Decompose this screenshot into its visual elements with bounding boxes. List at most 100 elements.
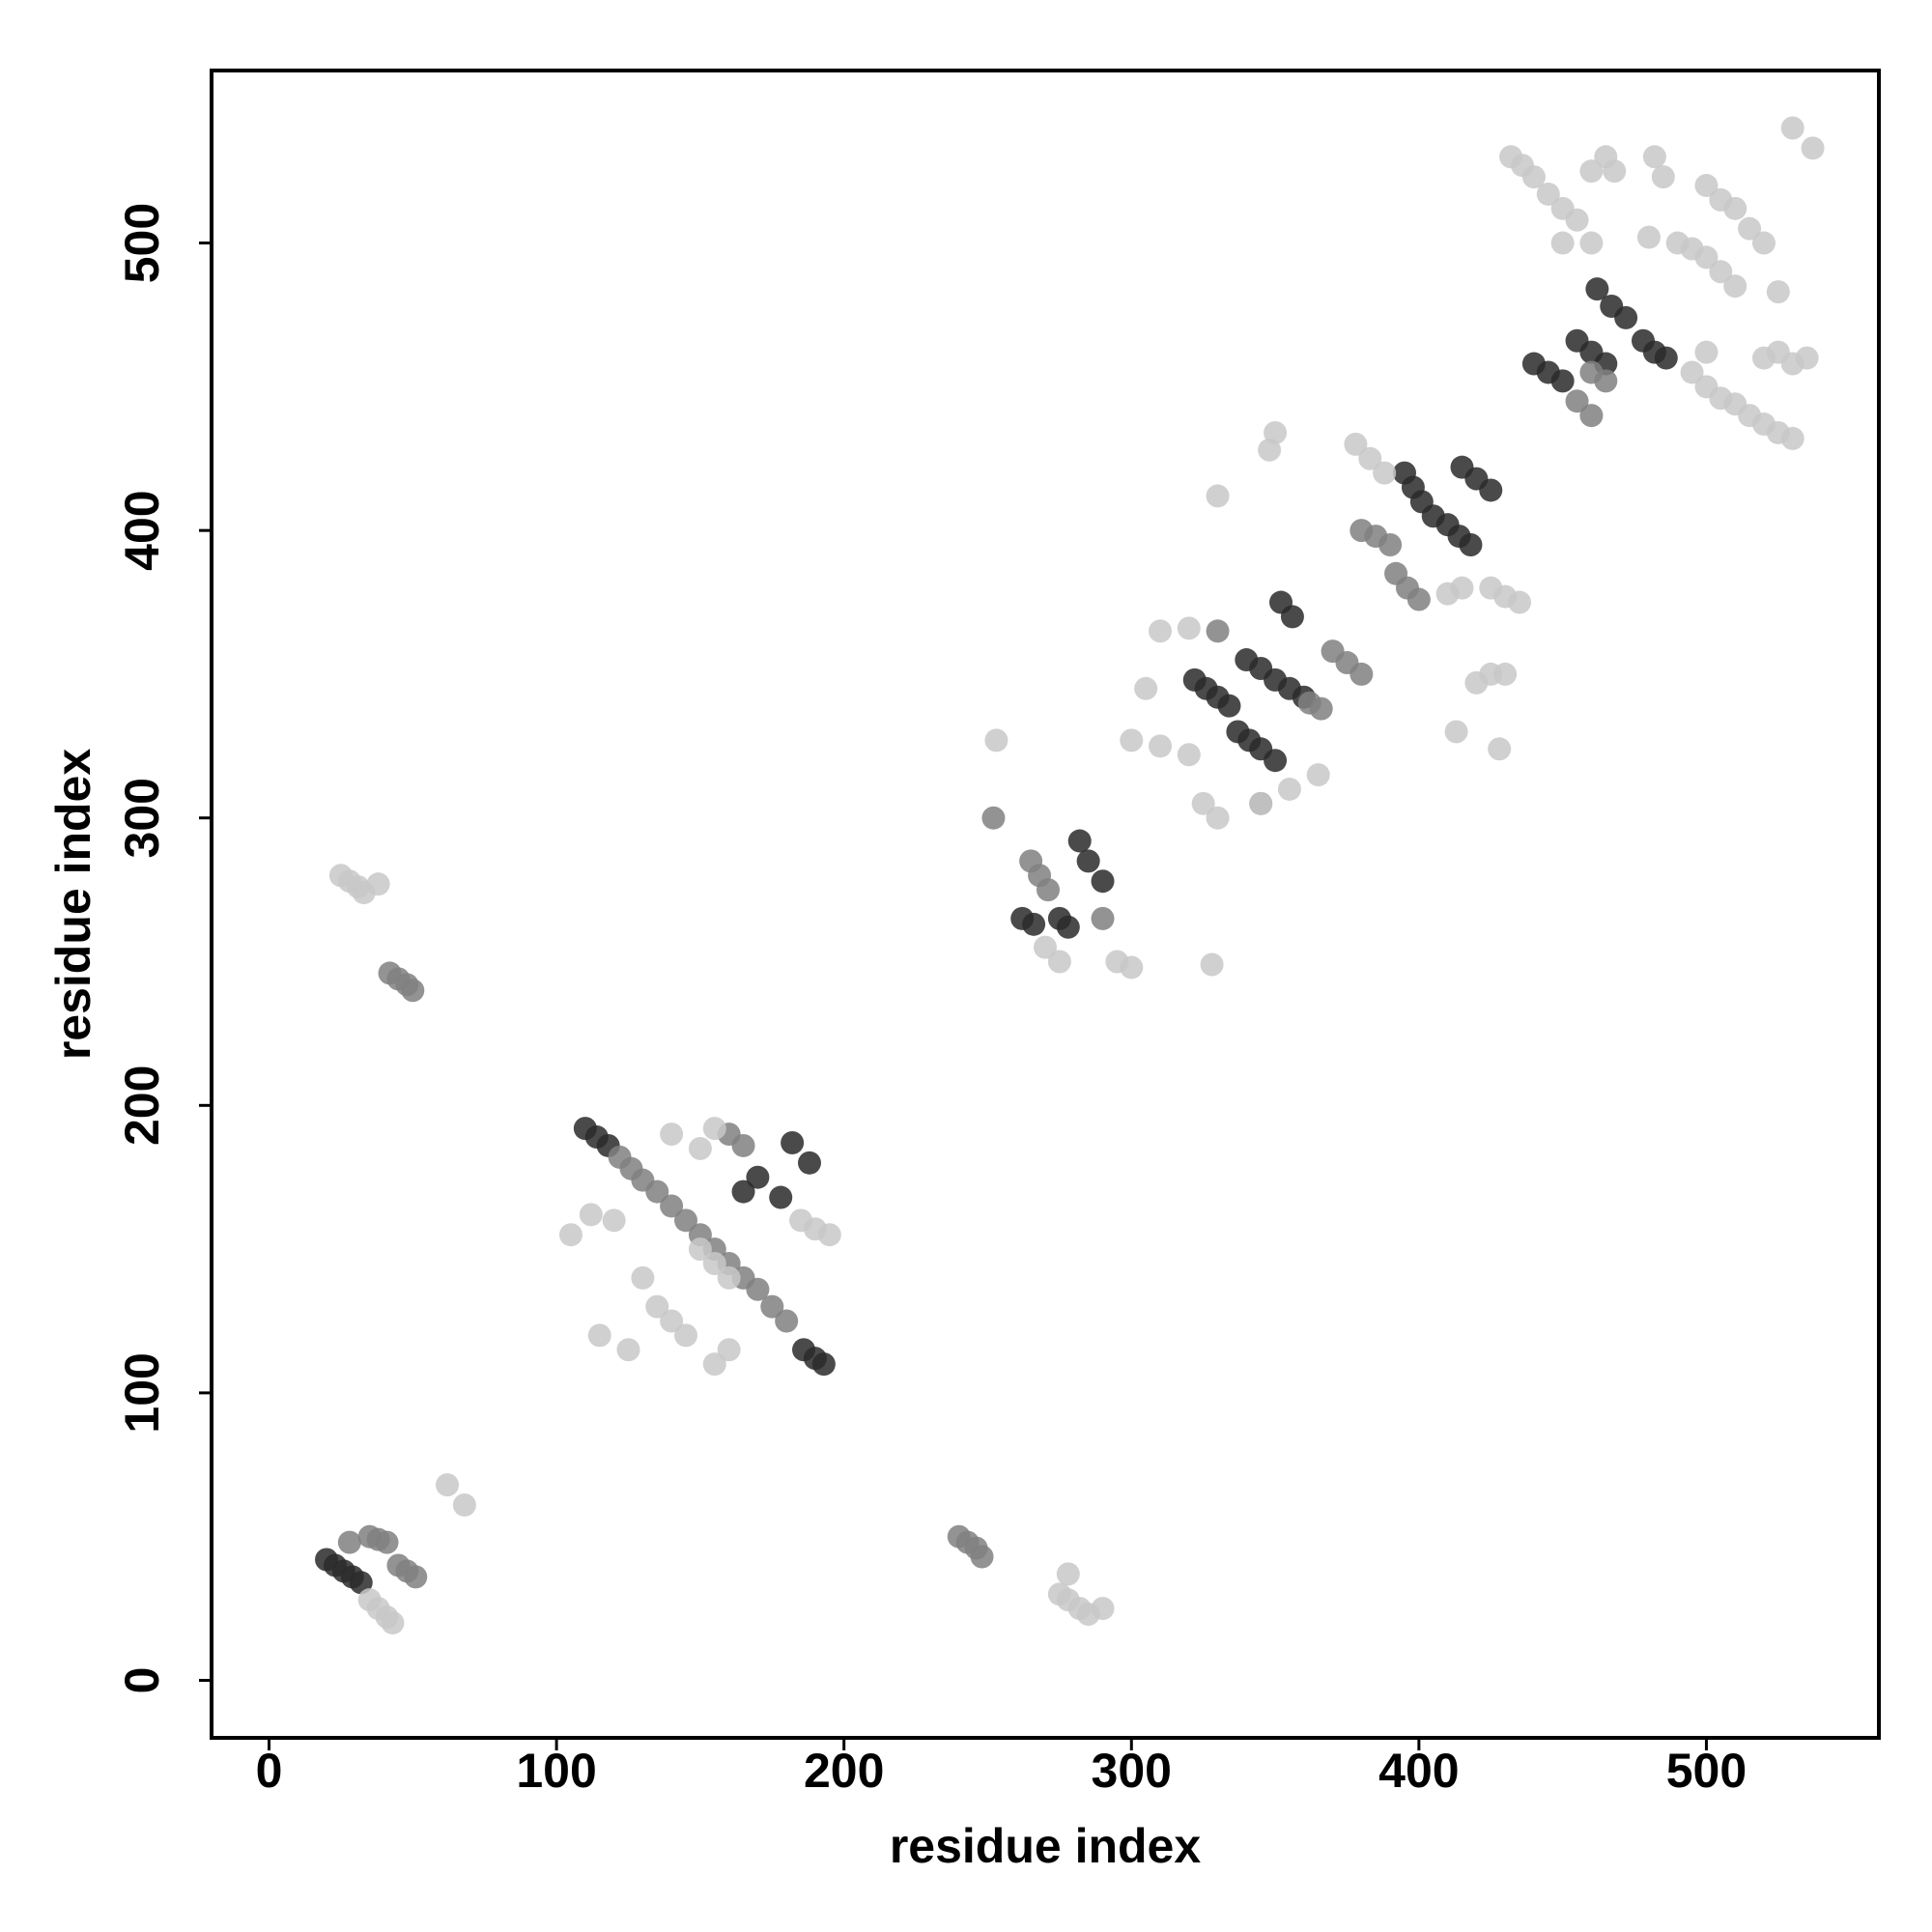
contact-point [1076, 849, 1100, 873]
contact-point [1206, 619, 1230, 643]
contact-point [1344, 432, 1368, 456]
x-tick-label: 200 [804, 1744, 884, 1798]
y-tick-label: 0 [115, 1667, 169, 1694]
contact-point [1444, 720, 1468, 744]
contact-point [616, 1338, 640, 1362]
contact-point [1614, 305, 1638, 329]
contact-point [1694, 174, 1719, 198]
contact-point [1536, 182, 1560, 206]
contact-point [1191, 791, 1215, 815]
contact-point [1309, 696, 1333, 721]
contact-point [1022, 912, 1046, 936]
contact-point [1565, 389, 1589, 413]
contact-point [660, 1309, 684, 1333]
contact-point [436, 1473, 460, 1497]
contact-point [1277, 777, 1301, 801]
x-tick-label: 400 [1378, 1744, 1459, 1798]
contact-point [1350, 662, 1374, 686]
contact-point [1280, 605, 1304, 629]
contact-point [1373, 461, 1397, 485]
contact-point [731, 1179, 755, 1204]
contact-point [1738, 216, 1762, 241]
contact-point [1378, 533, 1403, 557]
contact-point [375, 1530, 399, 1554]
contact-point [1264, 420, 1288, 444]
contact-point [452, 1492, 476, 1517]
contact-point [1177, 743, 1201, 767]
contact-point [660, 1194, 684, 1218]
contact-point [717, 1338, 741, 1362]
contact-point [366, 872, 390, 896]
contact-point [702, 1251, 726, 1275]
contact-point [688, 1237, 712, 1262]
contact-point [1177, 616, 1201, 640]
contact-point [1565, 208, 1589, 232]
contact-point [631, 1265, 655, 1290]
contact-point [1091, 906, 1115, 930]
contact-point [1249, 791, 1273, 815]
y-axis-title: residue index [46, 749, 100, 1061]
contact-point [760, 1294, 784, 1319]
contact-point [717, 1265, 741, 1290]
contact-point [1479, 478, 1503, 502]
contact-point [1751, 231, 1776, 255]
contact-point [1594, 369, 1618, 393]
contact-point [702, 1117, 726, 1141]
contact-point [1149, 619, 1173, 643]
contact-point [811, 1352, 836, 1377]
contact-point [1206, 484, 1230, 508]
contact-point [1450, 576, 1474, 600]
contact-point [1694, 245, 1719, 270]
contact-point [381, 1610, 405, 1634]
contact-point [1034, 935, 1057, 959]
contact-point [674, 1323, 698, 1348]
contact-point [688, 1136, 712, 1160]
contact-point [1047, 950, 1071, 974]
contact-point [1091, 869, 1115, 894]
contact-point [1120, 728, 1144, 753]
contact-point [1488, 737, 1512, 761]
contact-point [1694, 340, 1719, 364]
contact-point [1406, 587, 1431, 611]
contact-point [1654, 346, 1678, 370]
contact-point [984, 728, 1009, 753]
contact-point [602, 1208, 626, 1233]
contact-point [1264, 749, 1288, 773]
y-tick-label: 200 [115, 1065, 169, 1146]
contact-point [1217, 694, 1241, 718]
contact-point [1091, 1597, 1115, 1621]
contact-point [817, 1223, 841, 1247]
contact-point [970, 1545, 994, 1569]
contact-point [1358, 446, 1382, 470]
contact-point [1723, 196, 1747, 220]
y-tick-label: 500 [115, 203, 169, 283]
contact-point [1709, 260, 1733, 284]
contact-point [981, 806, 1006, 830]
contact-point [1795, 346, 1819, 370]
contact-point [404, 1565, 428, 1589]
contact-point [746, 1277, 770, 1301]
contact-point [1766, 280, 1790, 304]
contact-point [645, 1294, 669, 1319]
contact-point [1550, 231, 1575, 255]
contact-point [1306, 763, 1330, 787]
x-tick-label: 500 [1666, 1744, 1747, 1798]
x-tick-label: 300 [1092, 1744, 1172, 1798]
contact-point [769, 1185, 793, 1209]
contact-point [1056, 915, 1080, 939]
contact-point [579, 1203, 603, 1227]
contact-point [1642, 145, 1666, 169]
y-tick-label: 400 [115, 490, 169, 570]
contact-point [731, 1133, 755, 1157]
contact-point [587, 1323, 611, 1348]
contact-point [1579, 231, 1604, 255]
contact-point [645, 1179, 669, 1204]
contact-point [775, 1309, 799, 1333]
y-tick-label: 300 [115, 778, 169, 858]
x-tick-label: 100 [516, 1744, 596, 1798]
contact-point [781, 1130, 805, 1154]
contact-point [401, 979, 425, 1003]
contact-point [1579, 404, 1604, 428]
